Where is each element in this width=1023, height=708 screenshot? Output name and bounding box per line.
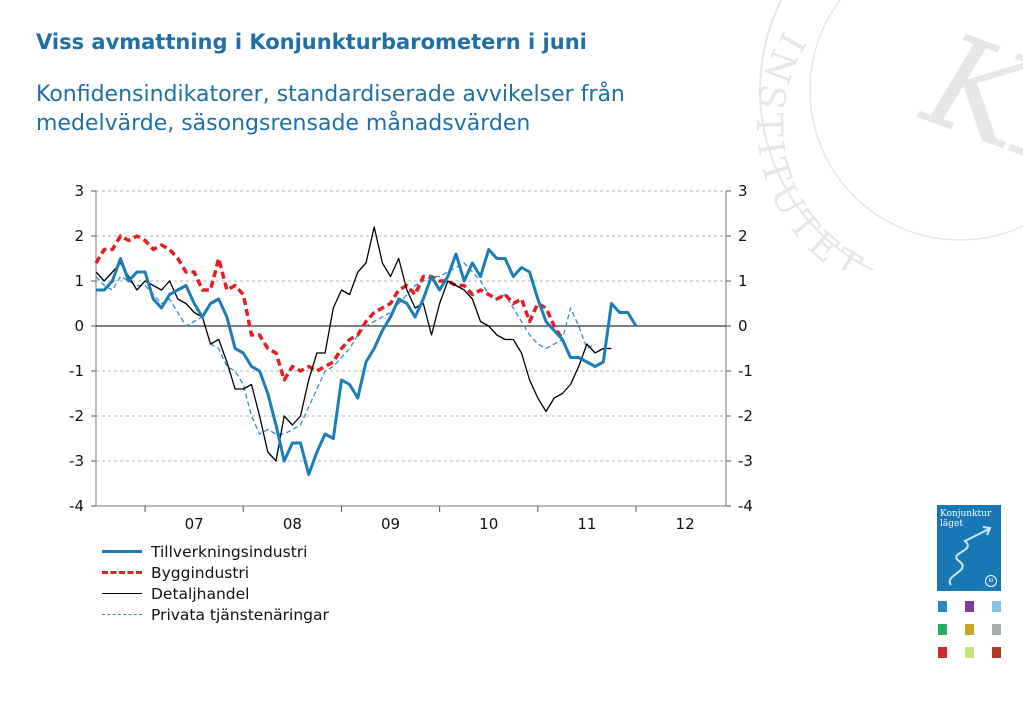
chart-subtitle: Konfidensindikatorer, standardiserade av… <box>36 80 736 138</box>
y-tick-label-left: -2 <box>69 407 84 425</box>
x-tick-label: 07 <box>185 515 204 533</box>
report-thumbnail[interactable] <box>992 624 1001 635</box>
y-tick-label-right: 3 <box>738 182 748 200</box>
y-tick-label-right: -2 <box>738 407 753 425</box>
report-thumbnail[interactable] <box>965 601 974 612</box>
y-tick-label-left: 0 <box>74 317 84 335</box>
seal-outer-ring <box>759 0 876 270</box>
legend-label: Byggindustri <box>151 563 250 582</box>
y-tick-label-right: -4 <box>738 497 753 515</box>
y-tick-label-right: -3 <box>738 452 753 470</box>
y-tick-label-left: -3 <box>69 452 84 470</box>
report-thumbnail[interactable] <box>965 624 974 635</box>
seal-inner-ring <box>809 0 1023 241</box>
y-tick-label-left: 2 <box>74 227 84 245</box>
legend-swatch <box>102 614 142 615</box>
legend-item: Byggindustri <box>102 562 329 583</box>
y-tick-label-right: 0 <box>738 317 748 335</box>
series-line-byggindustri <box>94 234 564 382</box>
cover-logo: KI <box>985 575 997 587</box>
x-tick-label: 12 <box>676 515 695 533</box>
legend-item: Tillverkningsindustri <box>102 541 329 562</box>
x-tick-label: 11 <box>577 515 596 533</box>
cover-arrow-icon <box>948 526 992 586</box>
cover-title: Konjunktur läget <box>940 509 991 529</box>
legend-label: Detaljhandel <box>151 584 250 603</box>
y-tick-label-left: -1 <box>69 362 84 380</box>
chart-legend: Tillverkningsindustri Byggindustri Detaljh… <box>102 541 329 625</box>
legend-item: Detaljhandel <box>102 583 329 604</box>
y-tick-label-right: 2 <box>738 227 748 245</box>
legend-item: Privata tjänstenäringar <box>102 604 329 625</box>
y-tick-label-right: 1 <box>738 272 748 290</box>
series-line-tillverkningsindustri <box>96 248 638 476</box>
report-cover-thumbnail[interactable]: Konjunktur läget KI <box>937 505 1001 591</box>
y-tick-label-right: -1 <box>738 362 753 380</box>
subtitle-line-1: Konfidensindikatorer, standardiserade av… <box>36 82 625 107</box>
report-thumbnail[interactable] <box>992 647 1001 658</box>
report-thumbnail[interactable] <box>938 624 947 635</box>
legend-label: Privata tjänstenäringar <box>151 605 329 624</box>
x-tick-label: 08 <box>283 515 302 533</box>
legend-label: Tillverkningsindustri <box>151 542 308 561</box>
y-tick-label-left: 3 <box>74 182 84 200</box>
series-line-detaljhandel <box>95 226 612 462</box>
y-tick-label-left: 1 <box>74 272 84 290</box>
report-thumbnail[interactable] <box>938 647 947 658</box>
legend-swatch <box>102 571 142 574</box>
y-tick-label-left: -4 <box>69 497 84 515</box>
cover-title-line-2: läget <box>940 519 963 529</box>
subtitle-line-2: medelvärde, säsongsrensade månadsvärden <box>36 111 531 136</box>
report-thumbnail-grid <box>938 601 1001 658</box>
slide-title: Viss avmattning i Konjunkturbarometern i… <box>36 30 587 54</box>
legend-swatch <box>102 550 142 553</box>
x-tick-label: 09 <box>381 515 400 533</box>
cover-title-line-1: Konjunktur <box>940 509 992 519</box>
report-thumbnail[interactable] <box>965 647 974 658</box>
report-thumbnail[interactable] <box>938 601 947 612</box>
series-line-privata-tj-nsten-ringar <box>95 262 596 435</box>
report-thumbnail[interactable] <box>992 601 1001 612</box>
legend-swatch <box>102 593 142 594</box>
x-tick-label: 10 <box>479 515 498 533</box>
